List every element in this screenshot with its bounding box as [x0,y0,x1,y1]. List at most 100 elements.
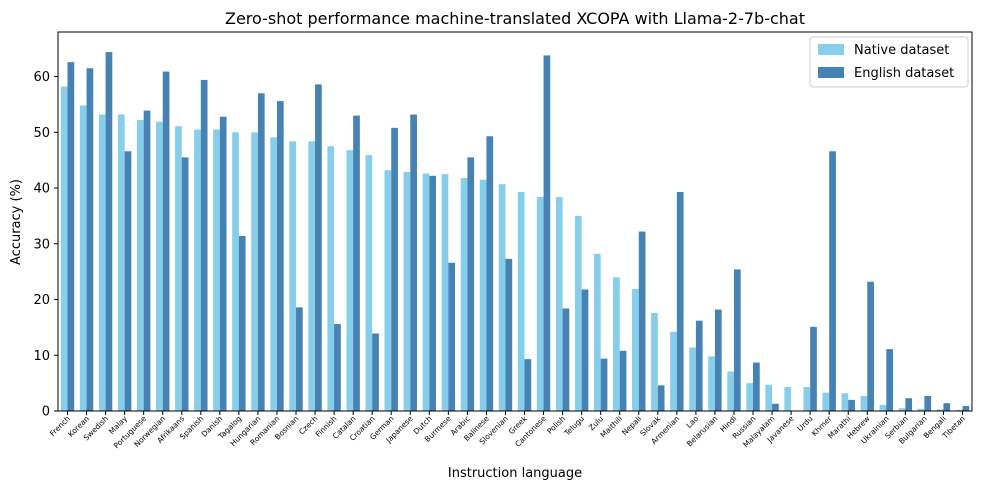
bar-native-dataset-maithili [613,277,620,411]
bar-english-dataset-bulgarian [924,395,932,411]
legend-swatch-english [818,67,844,78]
bar-english-dataset-belarusian [714,309,722,411]
bars-layer [60,52,970,412]
bar-english-dataset-hungarian [257,93,265,411]
bar-english-dataset-nepali [638,231,646,411]
chart-title: Zero-shot performance machine-translated… [225,9,805,28]
bar-native-dataset-burmese [441,174,449,412]
bar-native-dataset-polish [555,196,563,411]
legend-swatch-native [818,44,844,55]
y-tick-label-20: 20 [33,293,50,308]
bar-english-dataset-slovenian [505,258,513,411]
bar-native-dataset-croatian [365,155,373,411]
bar-native-dataset-spanish [194,129,201,412]
bar-native-dataset-bengali [936,409,944,411]
bar-native-dataset-ukrainian [879,404,887,411]
bar-native-dataset-armenian [670,331,677,411]
bar-native-dataset-czech [308,141,316,412]
bar-native-dataset-cantonese [536,196,544,411]
bar-native-dataset-korean [79,105,87,411]
bar-english-dataset-balinese [486,136,494,412]
bar-english-dataset-norwegian [162,71,170,411]
bar-native-dataset-russian [746,383,754,411]
bar-native-dataset-catalan [346,150,354,411]
bar-native-dataset-serbian [898,408,906,411]
bar-english-dataset-serbian [905,398,913,411]
bar-native-dataset-hungarian [251,132,258,411]
bar-native-dataset-telugu [574,215,582,411]
bar-english-dataset-armenian [676,191,684,411]
bar-english-dataset-burmese [448,262,456,411]
bar-native-dataset-lao [689,347,696,411]
bar-english-dataset-czech [315,84,322,411]
bar-english-dataset-finnish [334,324,341,411]
bar-native-dataset-finnish [327,146,335,411]
bar-native-dataset-french [60,86,68,412]
bar-native-dataset-malayalam [765,384,773,411]
y-axis-title: Accuracy (%) [9,179,24,265]
bar-english-dataset-hindi [733,269,741,411]
bar-native-dataset-norwegian [156,121,163,411]
bar-english-dataset-slovak [657,385,665,411]
bar-native-dataset-khmer [822,392,830,411]
bar-english-dataset-telugu [581,289,589,411]
bar-english-dataset-afrikaans [181,157,189,411]
bar-native-dataset-balinese [479,179,487,411]
plot-area-frame [57,31,973,412]
legend: Native dataset English dataset [809,36,969,88]
legend-label-english: English dataset [854,66,954,81]
bar-english-dataset-malayalam [772,403,779,411]
bar-english-dataset-hebrew [867,281,874,411]
y-tick-label-30: 30 [33,237,50,252]
bar-english-dataset-arabic [467,157,475,411]
bar-native-dataset-romanian [270,137,277,411]
bar-english-dataset-urdu [810,326,817,411]
bar-native-dataset-hindi [727,371,734,411]
bar-english-dataset-bengali [943,403,951,411]
bar-english-dataset-catalan [353,115,360,411]
bar-english-dataset-spanish [200,79,208,412]
bar-native-dataset-belarusian [708,356,715,411]
bar-english-dataset-polish [562,308,570,411]
bar-native-dataset-slovenian [498,184,506,411]
y-tick-label-60: 60 [33,70,50,85]
bar-english-dataset-zulu [600,358,608,411]
bar-english-dataset-malay [124,151,132,411]
bar-english-dataset-tagalog [238,235,246,411]
bar-native-dataset-slovak [651,312,658,411]
bar-english-dataset-german [391,127,398,412]
bar-native-dataset-japanese [403,171,411,411]
bar-english-dataset-portuguese [143,110,151,411]
bar-english-dataset-cantonese [543,55,551,411]
bar-english-dataset-korean [86,68,94,411]
bar-english-dataset-maithili [619,350,627,411]
y-axis: 0 10 20 30 40 50 60 [33,70,58,420]
bar-native-dataset-bulgarian [917,408,925,411]
legend-label-native: Native dataset [854,43,949,58]
y-tick-label-40: 40 [33,182,50,197]
bar-english-dataset-marathi [848,399,855,411]
bar-native-dataset-swedish [98,114,106,412]
bar-english-dataset-lao [695,320,703,411]
bar-native-dataset-javanese [784,387,792,411]
bar-english-dataset-khmer [829,151,836,411]
bar-english-dataset-russian [753,362,760,411]
bar-native-dataset-zulu [593,253,601,411]
bar-native-dataset-tibetan [955,409,963,411]
bar-english-dataset-french [67,62,75,411]
bar-english-dataset-danish [219,116,227,411]
x-axis-title: Instruction language [448,466,582,481]
bar-native-dataset-greek [517,191,525,411]
bar-english-dataset-romanian [276,101,284,412]
y-tick-label-0: 0 [42,405,50,420]
bar-english-dataset-ukrainian [886,349,894,411]
bar-native-dataset-dutch [422,173,430,411]
bar-native-dataset-tagalog [232,132,239,411]
bar-native-dataset-bosnian [289,141,297,412]
bar-english-dataset-greek [524,359,532,411]
bar-native-dataset-afrikaans [175,126,182,411]
bar-native-dataset-danish [213,129,220,412]
bar-english-dataset-tibetan [962,405,970,411]
